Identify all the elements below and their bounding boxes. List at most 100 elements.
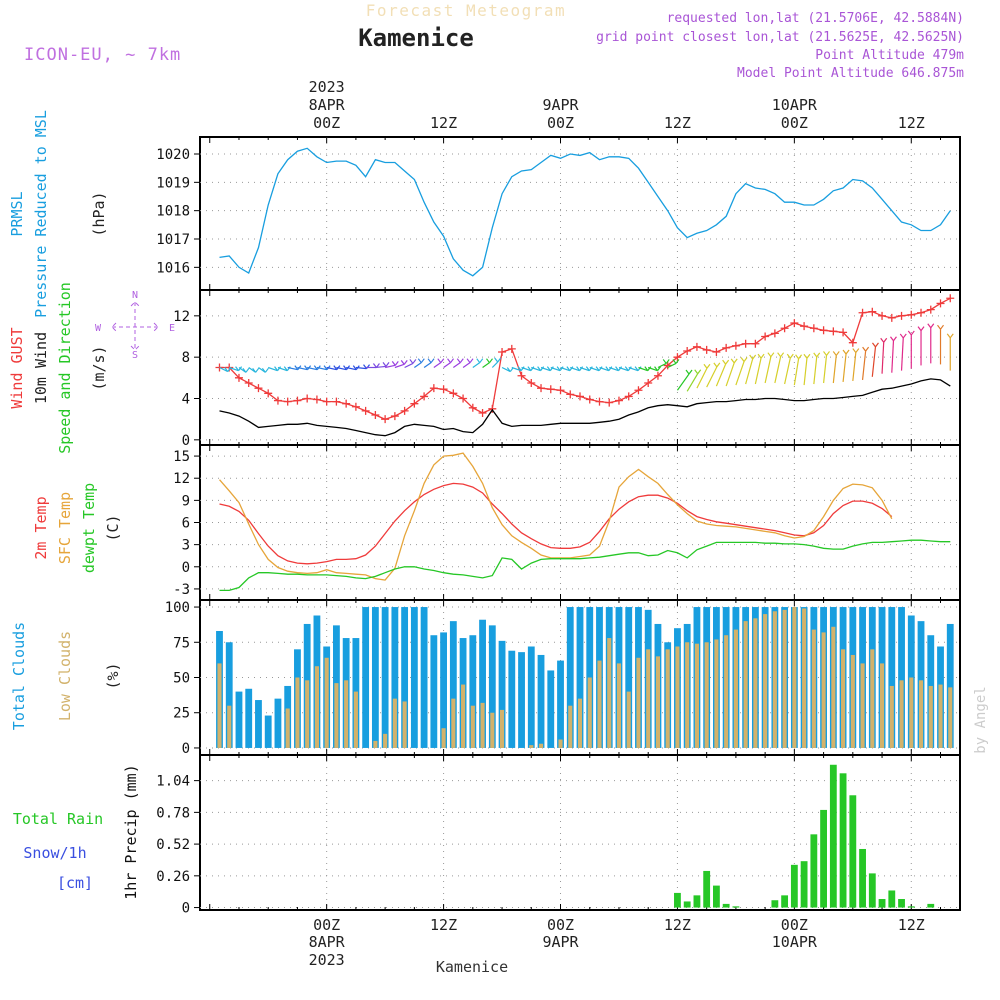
wind-arrow-head xyxy=(456,358,464,364)
bar-primary xyxy=(713,885,720,908)
wind-arrow xyxy=(891,340,895,373)
wind-arrow xyxy=(842,353,847,383)
bar-secondary xyxy=(821,632,826,748)
bar-primary xyxy=(732,906,740,908)
bar-secondary xyxy=(675,646,680,748)
wind-arrow-head xyxy=(494,357,502,363)
bar-secondary xyxy=(792,607,797,748)
wind-arrow xyxy=(355,366,367,370)
wind-arrow xyxy=(433,362,442,368)
gust-marker xyxy=(936,299,945,308)
bar-secondary xyxy=(607,638,612,748)
gust-marker xyxy=(546,385,555,394)
requested-coords: requested lon,lat (21.5706E, 42.5884N) xyxy=(667,11,964,26)
wind-arrow xyxy=(229,366,239,372)
wind-arrow xyxy=(472,362,481,368)
panel-label: 10m Wind xyxy=(32,332,50,404)
bar-secondary xyxy=(743,621,748,748)
wind-arrow-head xyxy=(842,349,850,355)
wind-arrow xyxy=(638,366,649,372)
gust-marker xyxy=(917,308,926,317)
bar-primary xyxy=(781,895,789,908)
y-tick-label: 0 xyxy=(182,560,190,576)
bar-primary xyxy=(878,899,886,908)
bar-secondary xyxy=(704,642,709,748)
wind-arrow xyxy=(696,367,708,389)
wind-arrow xyxy=(618,366,629,372)
bar-secondary xyxy=(616,663,622,748)
wind-arrow-head xyxy=(644,366,652,372)
compass-arrows-icon xyxy=(111,301,159,351)
wind-arrow-head xyxy=(917,326,925,331)
wind-arrow-head xyxy=(274,366,282,372)
gust-marker xyxy=(459,394,468,403)
bar-primary xyxy=(927,903,935,908)
top-hour-label: 00Z xyxy=(547,114,574,132)
y-tick-label: 3 xyxy=(182,538,190,554)
bar-secondary xyxy=(490,712,495,748)
gust-marker xyxy=(819,326,828,335)
bar-primary xyxy=(859,848,866,908)
gust-marker xyxy=(303,394,312,403)
y-tick-label: 12 xyxy=(173,471,190,487)
wind-arrow-head xyxy=(927,323,935,329)
wind-arrow-head xyxy=(713,362,721,368)
bar-primary xyxy=(537,654,545,748)
wind-arrow xyxy=(297,366,308,371)
bar-primary xyxy=(576,607,584,748)
series-line xyxy=(219,378,951,437)
panel-label: [cm] xyxy=(57,874,93,892)
wind-arrow xyxy=(628,366,639,372)
bar-primary xyxy=(790,864,798,908)
y-tick-label: 0 xyxy=(182,901,190,917)
y-tick-label: 4 xyxy=(182,392,190,408)
wind-arrow xyxy=(599,366,610,372)
gust-marker xyxy=(761,332,770,341)
watermark: by Angel xyxy=(973,686,989,753)
gust-marker xyxy=(576,392,584,401)
bar-secondary xyxy=(772,611,777,748)
gust-marker xyxy=(829,327,838,336)
y-tick-label: -3 xyxy=(173,582,190,598)
wind-arrow xyxy=(686,373,699,392)
panel-label: SFC Temp xyxy=(56,492,74,564)
gust-marker xyxy=(293,396,302,405)
panel-label: Total Clouds xyxy=(10,622,28,730)
wind-arrow xyxy=(754,357,762,385)
bar-secondary xyxy=(870,649,875,748)
bar-secondary xyxy=(577,698,583,748)
bar-secondary xyxy=(889,685,894,748)
bar-secondary xyxy=(500,709,505,748)
wind-arrow-head xyxy=(527,366,535,372)
compass-south: S xyxy=(132,350,138,361)
bar-primary xyxy=(625,607,633,748)
wind-arrow xyxy=(336,366,347,371)
panel-label: Total Rain xyxy=(13,810,103,828)
bar-primary xyxy=(255,700,262,748)
wind-arrow xyxy=(423,362,432,368)
wind-arrow xyxy=(900,337,904,371)
bar-secondary xyxy=(441,728,446,748)
bar-primary xyxy=(401,607,409,748)
wind-arrow xyxy=(676,373,690,391)
bar-primary xyxy=(547,670,555,748)
bar-primary xyxy=(391,607,399,748)
wind-arrow xyxy=(443,362,451,368)
bar-secondary xyxy=(285,708,290,748)
wind-arrow xyxy=(861,351,867,380)
gust-marker xyxy=(429,384,438,393)
wind-arrow xyxy=(725,362,735,387)
gust-marker xyxy=(264,389,273,398)
gust-marker xyxy=(351,402,360,411)
bar-secondary xyxy=(217,663,222,748)
wind-arrow xyxy=(482,362,490,368)
gust-marker xyxy=(322,397,331,406)
gust-marker xyxy=(332,397,341,406)
wind-arrow-head xyxy=(871,342,879,348)
wind-arrow xyxy=(414,362,422,368)
wind-arrow-head xyxy=(252,367,260,373)
wind-arrow xyxy=(667,362,677,369)
bottom-hour-label: 12Z xyxy=(898,916,925,934)
bar-secondary xyxy=(314,666,319,748)
gust-marker xyxy=(946,294,955,303)
